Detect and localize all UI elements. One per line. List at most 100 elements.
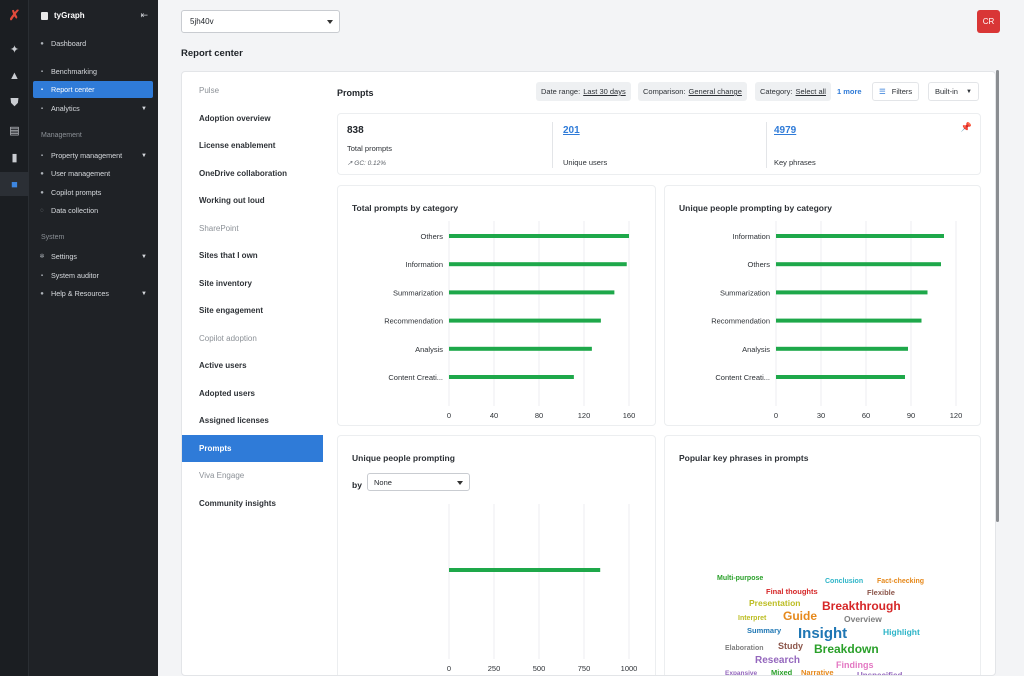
copilot-icon: ●	[40, 189, 44, 196]
cloud-word[interactable]: Breakdown	[814, 642, 879, 656]
unique-users-value[interactable]: 201	[563, 125, 580, 136]
x-tick-label: 500	[533, 664, 546, 673]
sidebar-item-benchmarking[interactable]: ▪ Benchmarking	[33, 63, 153, 80]
sidebar-item-label: Benchmarking	[51, 67, 97, 76]
x-tick-label: 120	[578, 411, 591, 420]
cloud-word[interactable]: Insight	[798, 625, 848, 642]
report-nav-item[interactable]: Adoption overview	[199, 113, 271, 123]
category-label: Information	[732, 232, 770, 241]
filter-value[interactable]: Last 30 days	[583, 87, 626, 96]
report-title: Prompts	[337, 88, 374, 98]
kpi-divider	[766, 122, 767, 168]
filter-value[interactable]: General change	[688, 87, 742, 96]
builtin-label: Built-in	[935, 87, 958, 96]
sidebar-item-report-center[interactable]: ▪ Report center	[33, 81, 153, 98]
report-nav-group: Pulse	[199, 86, 220, 95]
cloud-word[interactable]: Narrative	[801, 668, 834, 676]
cloud-word[interactable]: Final thoughts	[766, 587, 818, 596]
avatar[interactable]: CR	[977, 10, 1000, 33]
builtin-dropdown[interactable]: Built-in ▼	[928, 82, 979, 101]
sidebar-item-label: Help & Resources	[51, 289, 109, 298]
sidebar-item-settings[interactable]: ✲ Settings ▼	[33, 248, 153, 265]
tools-icon[interactable]: ✦	[9, 44, 20, 56]
comparison-filter[interactable]: Comparison: General change	[638, 82, 747, 101]
cloud-word[interactable]: Conclusion	[825, 578, 864, 585]
bar	[449, 290, 615, 295]
date-range-filter[interactable]: Date range: Last 30 days	[536, 82, 631, 101]
sidebar-item-dashboard[interactable]: ● Dashboard	[33, 35, 153, 52]
cloud-word[interactable]: Highlight	[883, 627, 920, 637]
report-nav-item[interactable]: Working out loud	[199, 196, 265, 205]
cloud-word[interactable]: Guide	[783, 609, 818, 623]
category-filter[interactable]: Category: Select all	[755, 82, 831, 101]
cloud-word[interactable]: Study	[778, 641, 804, 651]
report-nav-item[interactable]: Sites that I own	[199, 251, 258, 260]
cloud-word[interactable]: Summary	[747, 626, 782, 635]
cloud-word[interactable]: Expansive	[725, 670, 758, 676]
key-phrases-label: Key phrases	[774, 158, 816, 167]
report-nav-item[interactable]: Active users	[199, 361, 247, 370]
app-rail: ✗ ✦ ▲ ⛊ ▤ ▮ ■	[0, 0, 29, 676]
cloud-word[interactable]: Elaboration	[725, 645, 764, 652]
more-filters-link[interactable]: 1 more	[837, 87, 862, 96]
report-nav-item[interactable]: OneDrive collaboration	[199, 168, 288, 178]
x-tick-label: 0	[447, 411, 451, 420]
sidebar-item-copilot-prompts[interactable]: ● Copilot prompts	[33, 184, 153, 201]
sidebar-item-data-collection[interactable]: ◌ Data collection	[33, 202, 153, 219]
key-phrases-value[interactable]: 4979	[774, 125, 797, 136]
x-tick-label: 60	[862, 411, 870, 420]
environment-value: 5jh40v	[190, 17, 214, 26]
app-name: tyGraph	[54, 11, 85, 20]
chevron-down-icon: ▼	[141, 152, 147, 159]
category-label: Recommendation	[384, 317, 443, 326]
warning-icon[interactable]: ▲	[9, 69, 20, 82]
collapse-icon[interactable]: ⇤	[140, 10, 148, 20]
sidebar-item-property-management[interactable]: ▪ Property management ▼	[33, 147, 153, 164]
environment-select[interactable]: 5jh40v	[181, 10, 340, 33]
section-management: Management	[41, 132, 82, 139]
cloud-word[interactable]: Presentation	[749, 598, 801, 608]
total-by-category-chart: 0 40 80 120 160 Others Information Summarizatio…	[384, 221, 635, 420]
report-nav-item[interactable]: Community insights	[199, 498, 276, 508]
chevron-down-icon: ▼	[141, 290, 147, 297]
chevron-down-icon	[457, 481, 463, 485]
cloud-word[interactable]: Multi-purpose	[717, 575, 764, 582]
cloud-word[interactable]: Interpret	[738, 615, 767, 622]
group-by-select[interactable]: None	[367, 473, 470, 491]
rail-selection	[0, 172, 29, 196]
chevron-down-icon	[327, 20, 333, 24]
sidebar-item-system-auditor[interactable]: ▪ System auditor	[33, 267, 153, 284]
cloud-word[interactable]: Fact-checking	[877, 578, 925, 585]
gc-value: GC: 0.12%	[354, 160, 387, 167]
filter-value[interactable]: Select all	[795, 87, 826, 96]
report-nav-item[interactable]: Assigned licenses	[199, 416, 269, 425]
cloud-word[interactable]: Flexible	[867, 588, 895, 597]
unique-by-category-chart: 0 30 60 90 120 Information Others Summarization…	[711, 221, 962, 420]
chevron-down-icon: ▼	[965, 88, 972, 95]
x-tick-label: 80	[535, 411, 543, 420]
card-title: Unique people prompting by category	[679, 203, 833, 213]
report-nav-item[interactable]: Site inventory	[199, 278, 252, 288]
sidebar-item-user-management[interactable]: ● User management	[33, 165, 153, 182]
brand-logo-icon[interactable]: ✗	[8, 7, 21, 23]
cloud-word[interactable]: Unspecified	[857, 671, 903, 676]
tygraph-icon[interactable]: ■	[11, 178, 18, 191]
filter-label: Date range:	[541, 87, 581, 96]
database-icon[interactable]: ▤	[9, 125, 20, 137]
report-nav-item[interactable]: Site engagement	[199, 306, 264, 315]
shield-icon[interactable]: ⛊	[10, 97, 19, 109]
cloud-word[interactable]: Findings	[836, 660, 874, 670]
cloud-word[interactable]: Breakthrough	[822, 599, 901, 613]
report-nav-item[interactable]: Adopted users	[199, 388, 256, 398]
filters-button[interactable]: ☰ Filters	[872, 82, 920, 101]
cloud-word[interactable]: Overview	[844, 614, 882, 624]
pin-icon[interactable]: 📌	[960, 122, 972, 132]
sidebar-item-help-resources[interactable]: ● Help & Resources ▼	[33, 285, 153, 302]
sidebar-item-analytics[interactable]: ▪ Analytics ▼	[33, 100, 153, 117]
cloud-word[interactable]: Mixed	[771, 668, 793, 676]
report-nav-item[interactable]: License enablement	[199, 141, 276, 150]
cloud-word[interactable]: Research	[755, 655, 801, 666]
report-nav-item[interactable]: Prompts	[182, 434, 323, 462]
trash-icon[interactable]: ▮	[11, 152, 18, 164]
scrollbar[interactable]	[996, 70, 999, 522]
